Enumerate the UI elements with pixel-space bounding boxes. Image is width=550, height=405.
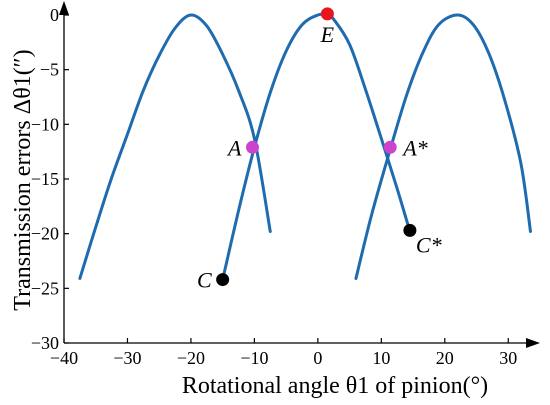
x-axis-arrow <box>526 338 540 348</box>
x-tick-label: 0 <box>313 348 322 368</box>
point-label-a-star: A* <box>401 135 427 160</box>
y-tick-label: 0 <box>50 5 59 25</box>
x-tick-label: −10 <box>240 348 268 368</box>
point-label-e: E <box>320 22 335 47</box>
x-tick-label: 10 <box>372 348 390 368</box>
y-tick-label: −25 <box>31 278 59 298</box>
axes: −40 −30 −20 −10 0 10 20 300−5−10−15−20−25−30 <box>31 1 540 368</box>
point-label-c: C <box>197 268 212 293</box>
y-tick-label: −30 <box>31 333 59 353</box>
x-tick-label: 30 <box>499 348 517 368</box>
x-tick-label: −20 <box>177 348 205 368</box>
x-axis-title: Rotational angle θ1 of pinion(°) <box>182 373 488 399</box>
x-tick-label: −30 <box>113 348 141 368</box>
point-label-c-star: C* <box>416 232 442 257</box>
point-a-star <box>383 140 397 154</box>
points <box>216 7 417 287</box>
point-c <box>216 273 230 287</box>
x-tick-label: −40 <box>50 348 78 368</box>
point-e <box>320 7 334 21</box>
y-tick-label: −15 <box>31 169 59 189</box>
y-tick-label: −20 <box>31 224 59 244</box>
y-axis-arrow <box>59 1 69 15</box>
point-a <box>245 140 259 154</box>
series-curve-3 <box>354 13 532 280</box>
annotations: A A* E C C* <box>197 22 442 293</box>
curves <box>78 12 532 282</box>
y-tick-label: −5 <box>40 60 59 80</box>
y-tick-label: −10 <box>31 114 59 134</box>
point-c-star <box>403 223 417 237</box>
y-axis-title: Transmission errors Δθ1(″) <box>10 49 36 310</box>
point-label-a: A <box>226 135 242 160</box>
series-curve-1 <box>78 13 272 280</box>
x-tick-label: 20 <box>436 348 454 368</box>
